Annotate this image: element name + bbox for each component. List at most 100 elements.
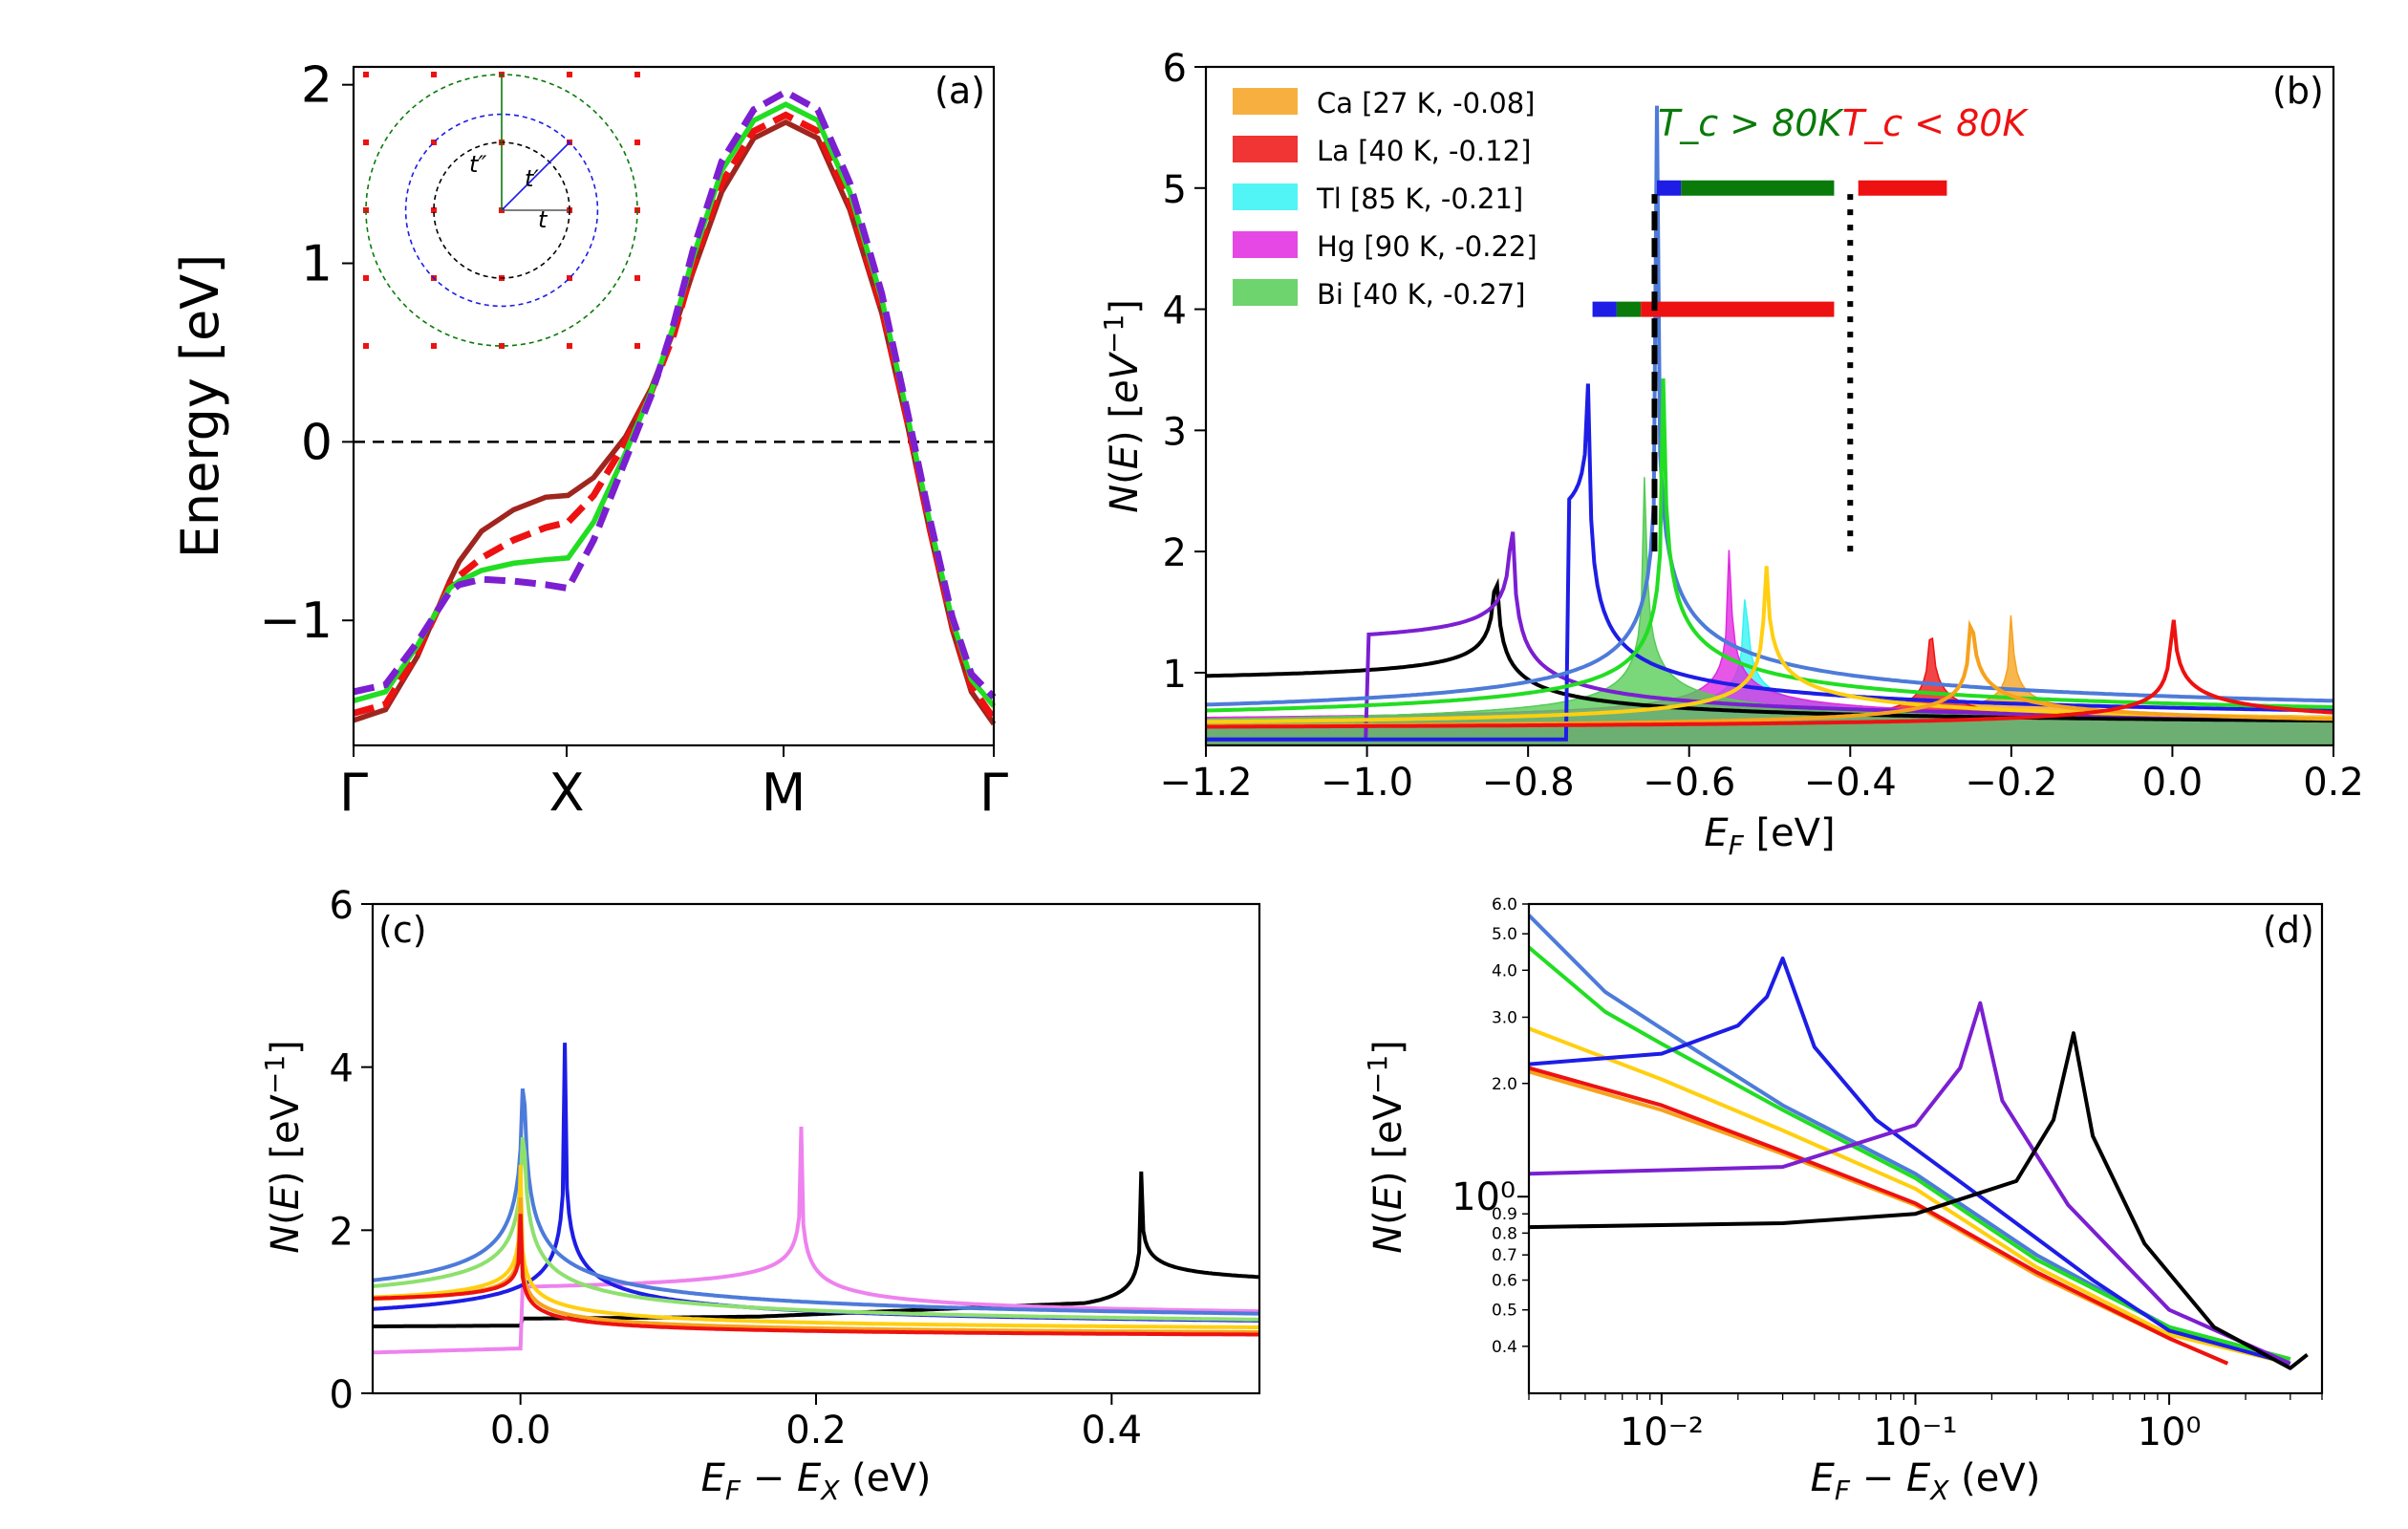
legend-label: Bi [40 K, -0.27] bbox=[1317, 278, 1525, 311]
panel-b-x-axis-label: EF [eV] bbox=[1704, 811, 1835, 861]
y-tick-label: 0.9 bbox=[1492, 1205, 1517, 1224]
x-tick-label: −1.0 bbox=[1321, 761, 1413, 805]
dos-line-green bbox=[1206, 378, 2333, 713]
y-tick-label: 2 bbox=[330, 1210, 354, 1254]
tc-low-annotation: T_c < 80K bbox=[1842, 102, 2029, 144]
y-tick-label: 6 bbox=[1163, 47, 1187, 91]
x-tick-label: −0.4 bbox=[1804, 761, 1897, 805]
panel-d-label: (d) bbox=[2263, 909, 2314, 951]
lattice-site bbox=[634, 72, 640, 77]
y-tick-label: 4 bbox=[330, 1047, 354, 1091]
legend-label: La [40 K, -0.12] bbox=[1317, 135, 1531, 167]
panel-b-annotations: T_c > 80K T_c < 80K bbox=[1658, 102, 2029, 144]
panel-b: (b) Ca [27 K, -0.08] La [40 K, -0.12] Tl [… bbox=[1098, 47, 2364, 861]
panel-c-x-ticks: 0.0 0.2 0.4 bbox=[490, 1393, 1142, 1453]
panel-a-y-axis-label: Energy [eV] bbox=[170, 254, 230, 559]
panel-c-plot-area bbox=[373, 1043, 1259, 1355]
lattice-site bbox=[363, 72, 369, 77]
y-tick-label: 2.0 bbox=[1492, 1075, 1517, 1094]
legend-label: Ca [27 K, -0.08] bbox=[1317, 87, 1535, 119]
panel-d-frame bbox=[1527, 902, 2324, 1395]
y-tick-label: 1 bbox=[1163, 653, 1187, 697]
x-tick-label: 10⁻² bbox=[1620, 1411, 1704, 1454]
y-tick-label: 6.0 bbox=[1492, 895, 1517, 915]
lattice-site bbox=[634, 140, 640, 145]
lattice-site bbox=[363, 140, 369, 145]
panel-d-plot-area bbox=[1529, 914, 2309, 1370]
dos-line-red bbox=[373, 1214, 1259, 1337]
panel-a-frame bbox=[352, 65, 996, 747]
dos-line-red bbox=[1206, 619, 2333, 729]
x-tick-label: 0.4 bbox=[1082, 1409, 1143, 1453]
y-tick-label: 4.0 bbox=[1492, 961, 1517, 980]
panel-c-y-ticks: 0 2 4 6 bbox=[330, 884, 373, 1417]
panel-b-label: (b) bbox=[2272, 70, 2324, 112]
panel-c: (c) 0 2 4 6 0.0 0.2 0.4 EF − EX (eV) N(E) [eV… bbox=[259, 884, 1261, 1506]
panel-c-x-axis-label: EF − EX (eV) bbox=[701, 1456, 932, 1506]
dos-line-purple bbox=[1529, 1001, 2291, 1366]
legend-swatch bbox=[1233, 231, 1298, 258]
dos-line-blue bbox=[1529, 956, 2291, 1366]
lattice-site bbox=[363, 343, 369, 349]
x-tick-label: −1.2 bbox=[1159, 761, 1252, 805]
panel-b-y-axis-label: N(E) [eV−1] bbox=[1098, 299, 1147, 513]
hopping-label: t′ bbox=[525, 165, 539, 192]
y-tick-label: 6 bbox=[330, 884, 354, 928]
dos-line-violet bbox=[373, 1126, 1259, 1355]
tc-high-annotation: T_c > 80K bbox=[1658, 102, 1844, 144]
x-tick-label: 0.0 bbox=[490, 1409, 551, 1453]
y-tick-label: 5.0 bbox=[1492, 925, 1517, 944]
dos-line-gold bbox=[373, 1165, 1259, 1329]
hopping-label: t″ bbox=[469, 151, 486, 178]
legend-swatch bbox=[1233, 183, 1298, 210]
lattice-site bbox=[431, 207, 437, 213]
band-line bbox=[353, 101, 997, 708]
x-tick-label: −0.2 bbox=[1965, 761, 2057, 805]
panel-d-x-ticks: 10⁻² 10⁻¹ 10⁰ bbox=[1528, 1393, 2323, 1454]
lattice-site bbox=[567, 275, 572, 281]
panel-c-label: (c) bbox=[378, 909, 427, 951]
panel-a: t″ t′ t (a) −1 0 1 2 Γ X M Γ Energy [eV] bbox=[170, 57, 1008, 823]
panel-b-y-ticks: 1 2 3 4 5 6 bbox=[1163, 47, 1206, 697]
x-tick-label: −0.8 bbox=[1482, 761, 1575, 805]
panel-c-marks bbox=[373, 1043, 1259, 1355]
y-tick-label: 5 bbox=[1163, 168, 1187, 212]
lattice-site bbox=[363, 275, 369, 281]
dos-line-red bbox=[1529, 1066, 2229, 1366]
panel-b-x-ticks: −1.2 −1.0 −0.8 −0.6 −0.4 −0.2 0.0 0.2 bbox=[1159, 745, 2364, 805]
panel-b-legend: Ca [27 K, -0.08] La [40 K, -0.12] Tl [85 K… bbox=[1233, 87, 1537, 311]
x-tick-label: 0.2 bbox=[785, 1409, 847, 1453]
hop-t-prime bbox=[501, 141, 570, 211]
lattice-site bbox=[567, 343, 572, 349]
x-tick-label: −0.6 bbox=[1643, 761, 1735, 805]
x-tick-label: 0.2 bbox=[2303, 761, 2364, 805]
y-tick-label: 0.4 bbox=[1492, 1338, 1517, 1357]
y-tick-label: 0 bbox=[330, 1373, 354, 1417]
y-tick-label: 0.8 bbox=[1492, 1224, 1517, 1243]
dos-line-black bbox=[1206, 577, 2333, 723]
x-tick-label: 10⁰ bbox=[2138, 1411, 2202, 1454]
panel-a-label: (a) bbox=[935, 70, 985, 112]
hopping-label: t bbox=[538, 206, 548, 233]
lattice-site bbox=[634, 275, 640, 281]
panel-d-y-ticks: 0.4 0.5 0.6 0.7 0.80.9 2.0 3.0 4.0 5.0 6.0 10⁰ bbox=[1451, 895, 1529, 1357]
panel-b-plot-area bbox=[1206, 105, 2333, 745]
legend-swatch bbox=[1233, 136, 1298, 162]
x-tick-label: 0.0 bbox=[2142, 761, 2204, 805]
y-tick-label: 2 bbox=[1163, 531, 1187, 575]
panel-a-y-ticks: −1 0 1 2 bbox=[259, 57, 354, 650]
lattice-site bbox=[567, 72, 572, 77]
x-tick-label: 10⁻¹ bbox=[1873, 1411, 1957, 1454]
lattice-site bbox=[431, 343, 437, 349]
y-tick-label: 3.0 bbox=[1492, 1008, 1517, 1027]
dos-line-green bbox=[1529, 945, 2291, 1362]
lattice-site bbox=[431, 140, 437, 145]
band-line bbox=[353, 88, 997, 700]
y-tick-label: 3 bbox=[1163, 410, 1187, 454]
dos-line-royalblue bbox=[1206, 105, 2333, 707]
y-tick-label: 0.5 bbox=[1492, 1302, 1517, 1321]
y-tick-label: 0.7 bbox=[1492, 1246, 1517, 1265]
panel-d-marks bbox=[1529, 914, 2309, 1370]
